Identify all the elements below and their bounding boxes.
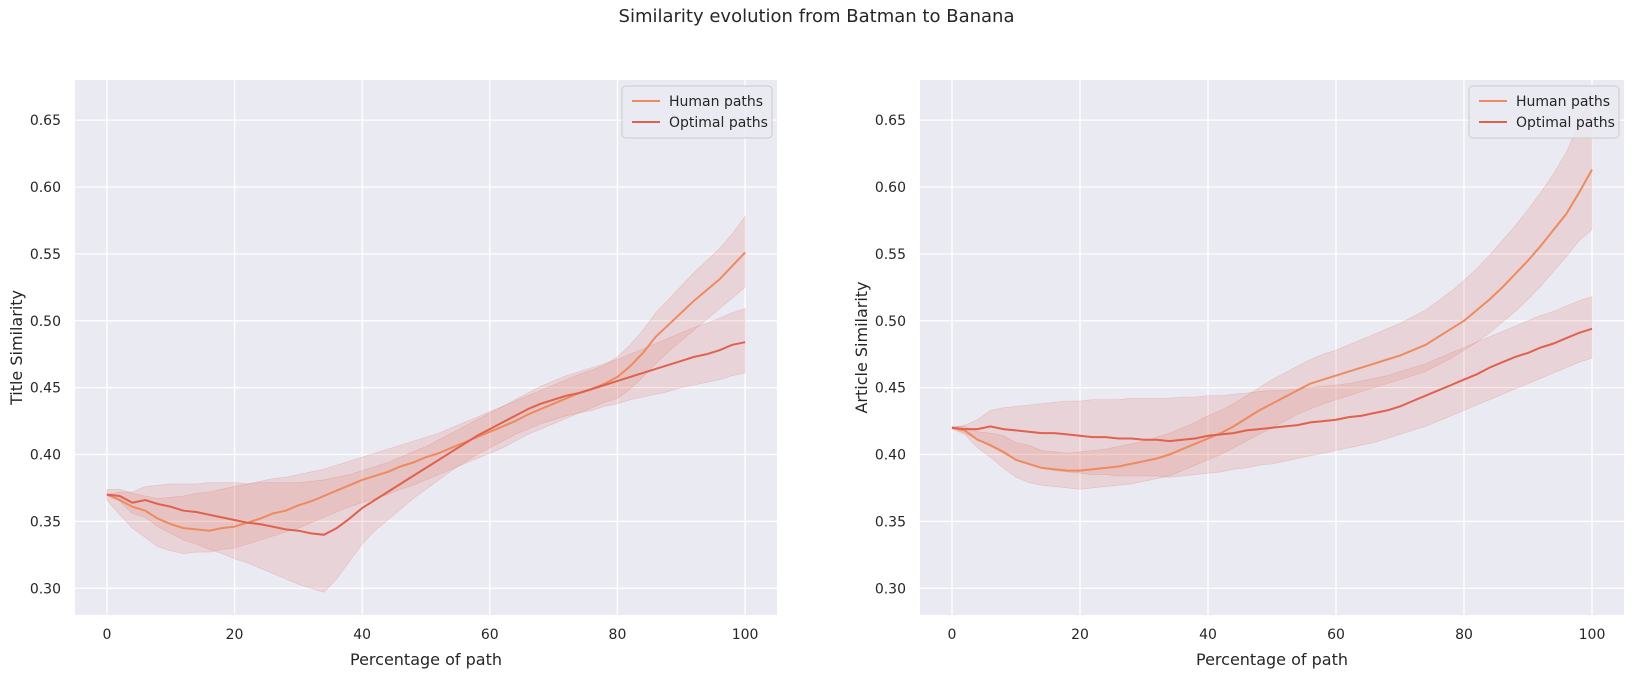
plot-area xyxy=(920,80,1624,615)
figure-title: Similarity evolution from Batman to Bana… xyxy=(618,6,1015,27)
x-tick-label: 40 xyxy=(353,627,371,643)
x-tick-label: 0 xyxy=(102,627,111,643)
confidence-band-optimal xyxy=(950,296,1593,478)
series-line-human xyxy=(106,251,746,532)
legend-box xyxy=(1468,85,1620,139)
x-tick-label: 0 xyxy=(948,627,957,643)
x-tick-label: 40 xyxy=(1199,627,1217,643)
legend-label: Human paths xyxy=(1516,94,1610,110)
y-tick-label: 0.55 xyxy=(30,247,61,263)
chart-panel-2: 0 20 40 60 80 100 0.30 0.35 0.40 0.45 0.50 0.55 0.60… xyxy=(852,80,1624,669)
y-tick-label: 0.30 xyxy=(30,581,61,597)
confidence-band-human xyxy=(106,215,746,554)
x-tick-label: 20 xyxy=(1071,627,1089,643)
x-tick-label: 60 xyxy=(481,627,499,643)
y-tick-label: 0.50 xyxy=(30,314,61,330)
x-tick-label: 20 xyxy=(226,627,244,643)
x-tick-label: 60 xyxy=(1327,627,1345,643)
series-line-optimal xyxy=(106,341,746,536)
y-tick-label: 0.30 xyxy=(875,581,906,597)
y-tick-label: 0.65 xyxy=(30,113,61,129)
x-tick-label: 100 xyxy=(732,627,759,643)
y-tick-label: 0.60 xyxy=(30,180,61,196)
y-tick-label: 0.60 xyxy=(875,180,906,196)
plot-area xyxy=(75,80,777,615)
x-tick-label: 80 xyxy=(609,627,627,643)
x-tick-label: 100 xyxy=(1579,627,1606,643)
legend-label: Optimal paths xyxy=(1516,115,1615,131)
legend-box xyxy=(621,85,773,139)
y-tick-label: 0.45 xyxy=(30,381,61,397)
y-tick-label: 0.65 xyxy=(875,113,906,129)
legend: Human paths Optimal paths xyxy=(621,85,773,139)
y-tick-label: 0.50 xyxy=(875,314,906,330)
legend-label: Optimal paths xyxy=(669,115,768,131)
confidence-band-optimal xyxy=(106,308,746,593)
confidence-band-human xyxy=(951,90,1593,490)
x-tick-label: 80 xyxy=(1455,627,1473,643)
y-tick-label: 0.40 xyxy=(30,448,61,464)
y-tick-label: 0.35 xyxy=(30,514,61,530)
series-line-human xyxy=(951,169,1593,472)
y-axis-label: Article Similarity xyxy=(852,281,871,413)
x-axis-label: Percentage of path xyxy=(1196,650,1348,669)
y-axis-label: Title Similarity xyxy=(7,290,26,406)
x-axis-label: Percentage of path xyxy=(350,650,502,669)
y-tick-label: 0.35 xyxy=(875,514,906,530)
series-line-optimal xyxy=(951,327,1593,443)
y-tick-label: 0.45 xyxy=(875,381,906,397)
chart-panel-1: 0 20 40 60 80 100 0.30 0.35 0.40 0.45 0.50 0.55 0.60… xyxy=(7,80,777,669)
y-tick-label: 0.55 xyxy=(875,247,906,263)
y-tick-label: 0.40 xyxy=(875,448,906,464)
legend: Human paths Optimal paths xyxy=(1468,85,1620,139)
legend-label: Human paths xyxy=(669,94,763,110)
